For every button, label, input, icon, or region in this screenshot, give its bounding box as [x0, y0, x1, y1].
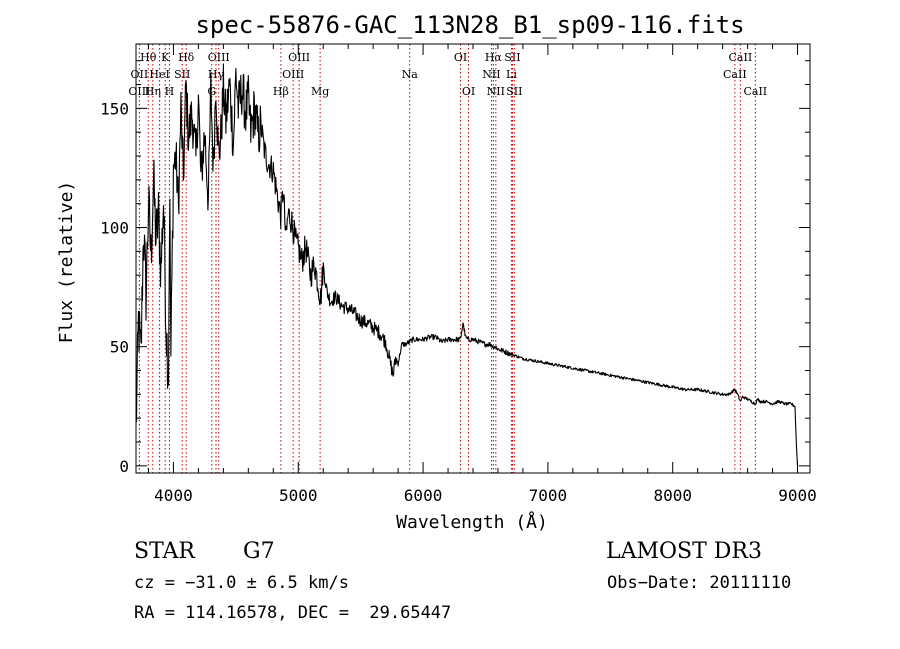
line-marker-label: OI	[462, 85, 475, 98]
line-marker-label: OIII	[208, 51, 230, 64]
x-tick-label: 4000	[154, 486, 193, 505]
line-marker-label: H	[165, 85, 175, 98]
line-marker-label: SII	[506, 85, 522, 98]
spectrum-line	[135, 63, 799, 466]
line-marker-label: Hθ	[140, 51, 157, 64]
axes: 4000 5000 6000 7000 8000 9000 0 50 100 150	[100, 44, 817, 505]
observation-date: Obs−Date: 20111110	[607, 573, 792, 593]
line-marker-label: G	[207, 85, 216, 98]
line-marker-label: Hη	[145, 85, 161, 98]
survey-release: LAMOST DR3	[606, 539, 762, 564]
line-marker-label: Mg	[311, 85, 329, 98]
x-tick-label: 9000	[778, 486, 817, 505]
x-tick-label: 5000	[279, 486, 318, 505]
line-marker-label: NII	[482, 68, 500, 81]
sky-coordinates: RA = 114.16578, DEC = 29.65447	[134, 603, 452, 623]
line-marker-label: K	[161, 51, 170, 64]
y-axis-label: Flux (relative)	[56, 181, 77, 344]
plot-frame	[135, 43, 811, 474]
y-tick-label: 100	[100, 219, 129, 238]
x-tick-label: 8000	[653, 486, 692, 505]
line-marker-label: Hδ	[178, 51, 195, 64]
line-marker-label: OIII	[282, 68, 304, 81]
line-marker-label: NII	[487, 85, 505, 98]
line-marker-label: CaII	[743, 85, 767, 98]
line-marker-label: CaII	[723, 68, 747, 81]
y-tick-label: 0	[119, 457, 129, 476]
object-class: STAR	[134, 539, 195, 564]
line-marker-label: SII	[174, 68, 190, 81]
line-marker-label: OIII	[288, 51, 310, 64]
chart-title: spec-55876-GAC_113N28_B1_sp09-116.fits	[195, 11, 744, 39]
line-marker-label: Hγ	[208, 68, 225, 81]
line-marker-label: OIII	[128, 85, 150, 98]
x-tick-label: 6000	[404, 486, 443, 505]
line-marker-label: Hα	[485, 51, 503, 64]
object-subclass: G7	[243, 539, 275, 564]
x-axis-label: Wavelength (Å)	[396, 511, 548, 533]
line-marker-label: Na	[402, 68, 419, 81]
line-marker-label: Li	[506, 68, 517, 81]
line-marker-label: OI	[454, 51, 467, 64]
line-marker-label: OII	[131, 68, 149, 81]
y-tick-label: 150	[100, 99, 129, 118]
line-marker-label: Hβ	[273, 85, 289, 98]
spectral-line-markers: Hθ OII OIII K HeI Hη SII H Hδ OIII Hγ G OIII OIII Hβ Mg…	[128, 44, 767, 473]
line-marker-label: CaII	[729, 51, 753, 64]
y-tick-label: 50	[110, 338, 129, 357]
line-marker-label: HeI	[149, 68, 169, 81]
line-marker-label: SII	[504, 51, 520, 64]
x-tick-label: 7000	[529, 486, 568, 505]
redshift-velocity: cz = −31.0 ± 6.5 km/s	[134, 573, 349, 593]
